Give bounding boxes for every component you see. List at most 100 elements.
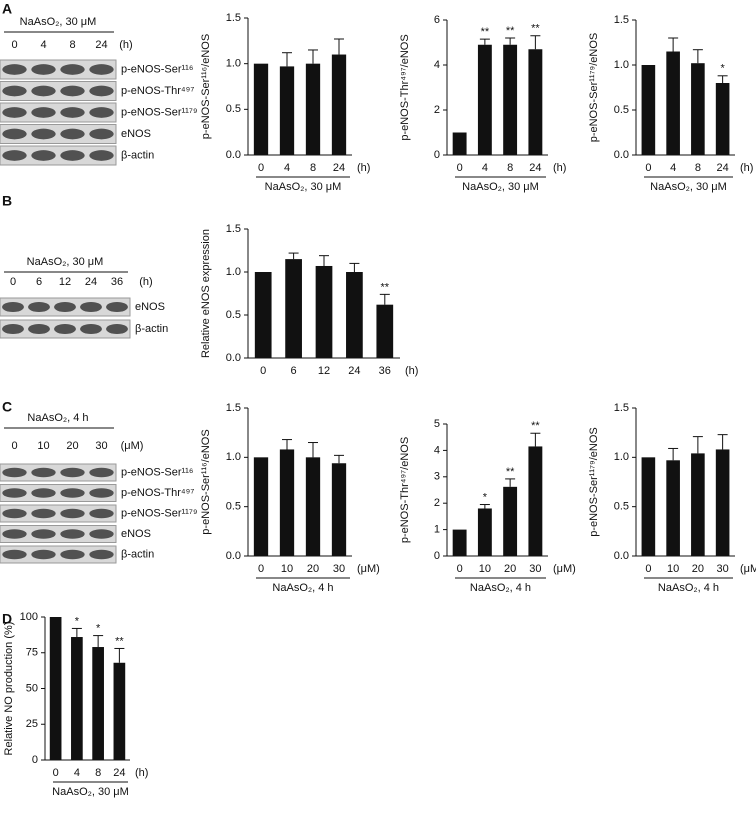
y-tick-label: 4: [434, 444, 440, 456]
bar: [452, 529, 467, 556]
x-tick-label: 24: [348, 365, 360, 377]
x-tick-label: 10: [667, 563, 679, 575]
blot-header: NaAsO₂, 30 μM: [20, 16, 97, 28]
bar: [477, 508, 492, 556]
panel-label: C: [2, 399, 12, 415]
x-tick-label: 0: [645, 162, 651, 174]
y-tick-label: 0.0: [614, 149, 629, 161]
bar: [253, 457, 269, 556]
bar: [279, 66, 295, 155]
bar: [279, 449, 295, 556]
bar: [71, 637, 83, 760]
x-group-label: NaAsO₂, 30 μM: [265, 181, 342, 193]
blot-band: [60, 128, 85, 140]
significance-label: **: [115, 635, 124, 647]
x-tick-label: 30: [529, 563, 541, 575]
blot-band: [31, 64, 56, 75]
y-tick-label: 2: [434, 104, 440, 116]
lane-unit: (μM): [121, 440, 144, 452]
y-tick-label: 0: [434, 149, 440, 161]
blot-strip: [0, 463, 117, 482]
significance-label: **: [506, 25, 515, 37]
blot-band: [60, 64, 85, 75]
blot-band: [31, 128, 56, 140]
blot-band: [2, 488, 27, 498]
bar: [691, 63, 705, 156]
y-tick-label: 1.0: [226, 266, 241, 278]
y-tick-label: 0.5: [226, 103, 241, 115]
bar: [715, 83, 730, 155]
blot-band: [89, 549, 114, 560]
x-tick-label: 8: [95, 767, 101, 779]
y-tick-label: 0.5: [614, 501, 629, 513]
y-axis-label: p-eNOS-Ser¹¹⁶/eNOS: [200, 34, 212, 139]
blot-strip: [0, 504, 117, 523]
y-tick-label: 0: [32, 754, 38, 766]
bar: [666, 51, 680, 155]
blot-band: [60, 107, 85, 118]
blot-band: [60, 150, 85, 161]
blot-strip: [0, 102, 117, 123]
blot-band: [2, 301, 24, 313]
lane-label: 0: [10, 276, 16, 288]
lane-label: 8: [69, 39, 75, 51]
y-tick-label: 2: [434, 497, 440, 509]
x-unit: (μM): [357, 563, 380, 575]
y-tick-label: 75: [26, 647, 38, 659]
significance-label: **: [531, 23, 540, 35]
blot-strip: [0, 124, 117, 144]
bar: [346, 272, 363, 358]
x-group-label: NaAsO₂, 4 h: [272, 582, 333, 594]
bar: [477, 44, 492, 155]
y-tick-label: 1.0: [226, 451, 241, 463]
x-group-label: NaAsO₂, 30 μM: [462, 181, 539, 193]
x-tick-label: 30: [717, 563, 729, 575]
x-group-label: NaAsO₂, 30 μM: [52, 786, 129, 798]
blot-band: [31, 107, 56, 118]
bar: [641, 65, 656, 155]
blot-row-label: β-actin: [121, 149, 154, 161]
lane-unit: (h): [119, 39, 132, 51]
x-tick-label: 6: [291, 365, 297, 377]
lane-label: 0: [11, 440, 17, 452]
blot-band: [60, 467, 85, 478]
bar: [376, 304, 394, 358]
x-tick-label: 4: [482, 162, 488, 174]
y-axis-label: p-eNOS-Ser¹¹⁷⁹/eNOS: [588, 33, 600, 143]
x-tick-label: 0: [457, 162, 463, 174]
y-tick-label: 0.5: [226, 309, 241, 321]
y-axis-label: p-eNOS-Thr⁴⁹⁷/eNOS: [399, 34, 411, 140]
x-tick-label: 0: [645, 563, 651, 575]
lane-label: 36: [111, 276, 123, 288]
blot-band: [2, 107, 27, 118]
bar: [528, 49, 543, 155]
y-tick-label: 4: [434, 59, 440, 71]
y-tick-label: 3: [434, 471, 440, 483]
y-tick-label: 0.5: [226, 501, 241, 513]
y-tick-label: 25: [26, 718, 38, 730]
x-group-label: NaAsO₂, 30 μM: [650, 181, 727, 193]
x-group-label: NaAsO₂, 4 h: [470, 582, 531, 594]
lane-label: 6: [36, 276, 42, 288]
significance-label: *: [483, 491, 488, 503]
y-tick-label: 1.0: [226, 58, 241, 70]
y-tick-label: 1: [434, 524, 440, 536]
blot-row-label: eNOS: [121, 128, 151, 140]
blot-band: [89, 64, 114, 75]
x-unit: (h): [357, 162, 370, 174]
y-tick-label: 0.0: [614, 550, 629, 562]
blot-band: [106, 323, 128, 335]
blot-band: [2, 85, 27, 97]
bar: [254, 272, 272, 358]
blot-header: NaAsO₂, 4 h: [27, 412, 88, 424]
blot-row-label: eNOS: [135, 301, 165, 313]
bar: [315, 265, 333, 358]
lane-label: 24: [85, 276, 97, 288]
x-unit: (μM): [740, 563, 756, 575]
blot-band: [60, 488, 85, 498]
y-tick-label: 0.0: [226, 149, 241, 161]
significance-label: **: [531, 420, 540, 432]
blot-row-label: p-eNOS-Ser¹¹⁶: [121, 466, 193, 478]
x-tick-label: 4: [670, 162, 676, 174]
